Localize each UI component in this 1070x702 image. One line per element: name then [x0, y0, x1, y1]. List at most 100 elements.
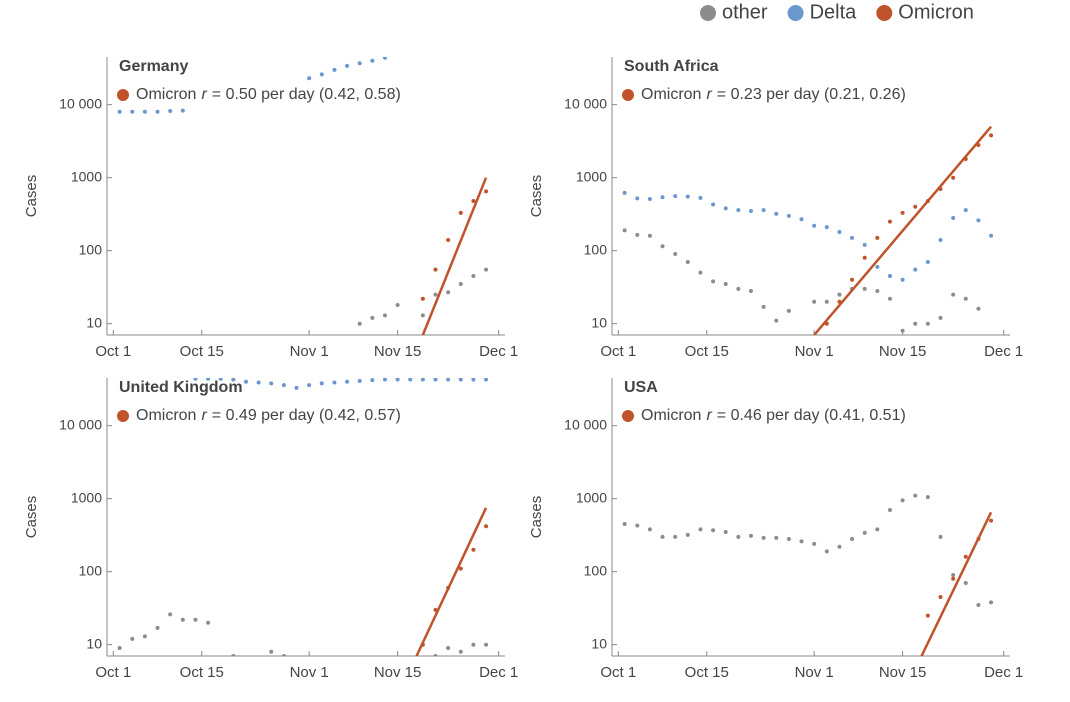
point	[382, 57, 387, 60]
point	[723, 529, 728, 534]
point	[357, 321, 362, 326]
point	[913, 493, 918, 498]
x-tick-label: Nov 15	[879, 343, 927, 360]
x-tick-label: Nov 15	[374, 664, 422, 681]
point	[989, 233, 994, 238]
point	[711, 279, 716, 284]
point	[963, 580, 968, 585]
point	[142, 109, 147, 114]
panel-title: USA	[624, 379, 658, 396]
point	[345, 63, 350, 68]
point	[269, 649, 274, 654]
point	[837, 544, 842, 549]
y-tick-label: 1000	[71, 168, 102, 184]
point	[812, 299, 817, 304]
point	[862, 286, 867, 291]
point	[812, 541, 817, 546]
point	[660, 534, 665, 539]
point	[711, 202, 716, 207]
y-tick-label: 1000	[576, 489, 607, 505]
point	[332, 67, 337, 72]
point	[748, 289, 753, 294]
x-tick-label: Nov 1	[795, 664, 834, 681]
y-axis-label: Cases	[528, 175, 545, 218]
point	[471, 378, 476, 382]
point	[850, 235, 855, 240]
plot-area	[117, 378, 489, 656]
point	[812, 223, 817, 228]
point	[711, 528, 716, 533]
point	[786, 537, 791, 542]
point	[471, 642, 476, 647]
point	[875, 289, 880, 294]
point	[193, 617, 198, 622]
point	[862, 255, 867, 260]
legend-label: Omicron	[898, 1, 974, 23]
plot-area	[622, 493, 994, 656]
point	[294, 385, 299, 390]
point	[698, 527, 703, 532]
x-tick-label: Nov 1	[795, 343, 834, 360]
annotation-dot	[117, 410, 129, 422]
point	[748, 208, 753, 213]
point	[446, 378, 451, 382]
point	[824, 299, 829, 304]
point	[117, 646, 122, 651]
point	[913, 321, 918, 326]
point	[660, 244, 665, 249]
y-tick-label: 10	[591, 314, 607, 330]
point	[155, 625, 160, 630]
point	[117, 109, 122, 114]
point	[925, 321, 930, 326]
point	[218, 378, 223, 381]
annotation-label: Omicron	[641, 86, 701, 103]
point	[951, 576, 956, 581]
point	[319, 72, 324, 77]
point	[875, 527, 880, 532]
point	[774, 211, 779, 216]
point	[887, 296, 892, 301]
point	[761, 535, 766, 540]
point	[446, 646, 451, 651]
x-tick-label: Oct 15	[685, 664, 729, 681]
annotation: Omicron r = 0.50 per day (0.42, 0.58)	[136, 86, 401, 103]
fit-line	[421, 177, 488, 335]
point	[824, 549, 829, 554]
point	[736, 286, 741, 291]
x-tick-label: Dec 1	[984, 343, 1023, 360]
point	[723, 206, 728, 211]
x-tick-label: Nov 1	[290, 343, 329, 360]
point	[345, 379, 350, 384]
point	[824, 225, 829, 230]
point	[168, 108, 173, 113]
point	[622, 522, 627, 527]
point	[925, 259, 930, 264]
y-tick-label: 100	[79, 241, 103, 257]
point	[307, 383, 312, 388]
point	[281, 383, 286, 388]
annotation-text: = 0.46 per day (0.41, 0.51)	[717, 407, 906, 424]
x-tick-label: Oct 15	[180, 664, 224, 681]
point	[938, 238, 943, 243]
point	[370, 58, 375, 63]
legend-swatch	[787, 5, 804, 21]
y-tick-label: 100	[79, 562, 103, 578]
y-axis-label: Cases	[528, 496, 545, 539]
x-tick-label: Nov 15	[879, 664, 927, 681]
point	[357, 61, 362, 66]
point	[774, 535, 779, 540]
point	[761, 208, 766, 213]
annotation-text: = 0.49 per day (0.42, 0.57)	[212, 407, 401, 424]
point	[458, 210, 463, 215]
point	[976, 602, 981, 607]
x-tick-label: Oct 1	[95, 343, 131, 360]
x-tick-label: Nov 15	[374, 343, 422, 360]
point	[231, 654, 236, 656]
point	[850, 537, 855, 542]
point	[900, 328, 905, 333]
point	[231, 378, 236, 382]
x-tick-label: Dec 1	[479, 343, 518, 360]
annotation: Omicron r = 0.23 per day (0.21, 0.26)	[641, 86, 906, 103]
point	[951, 573, 956, 578]
point	[685, 532, 690, 537]
